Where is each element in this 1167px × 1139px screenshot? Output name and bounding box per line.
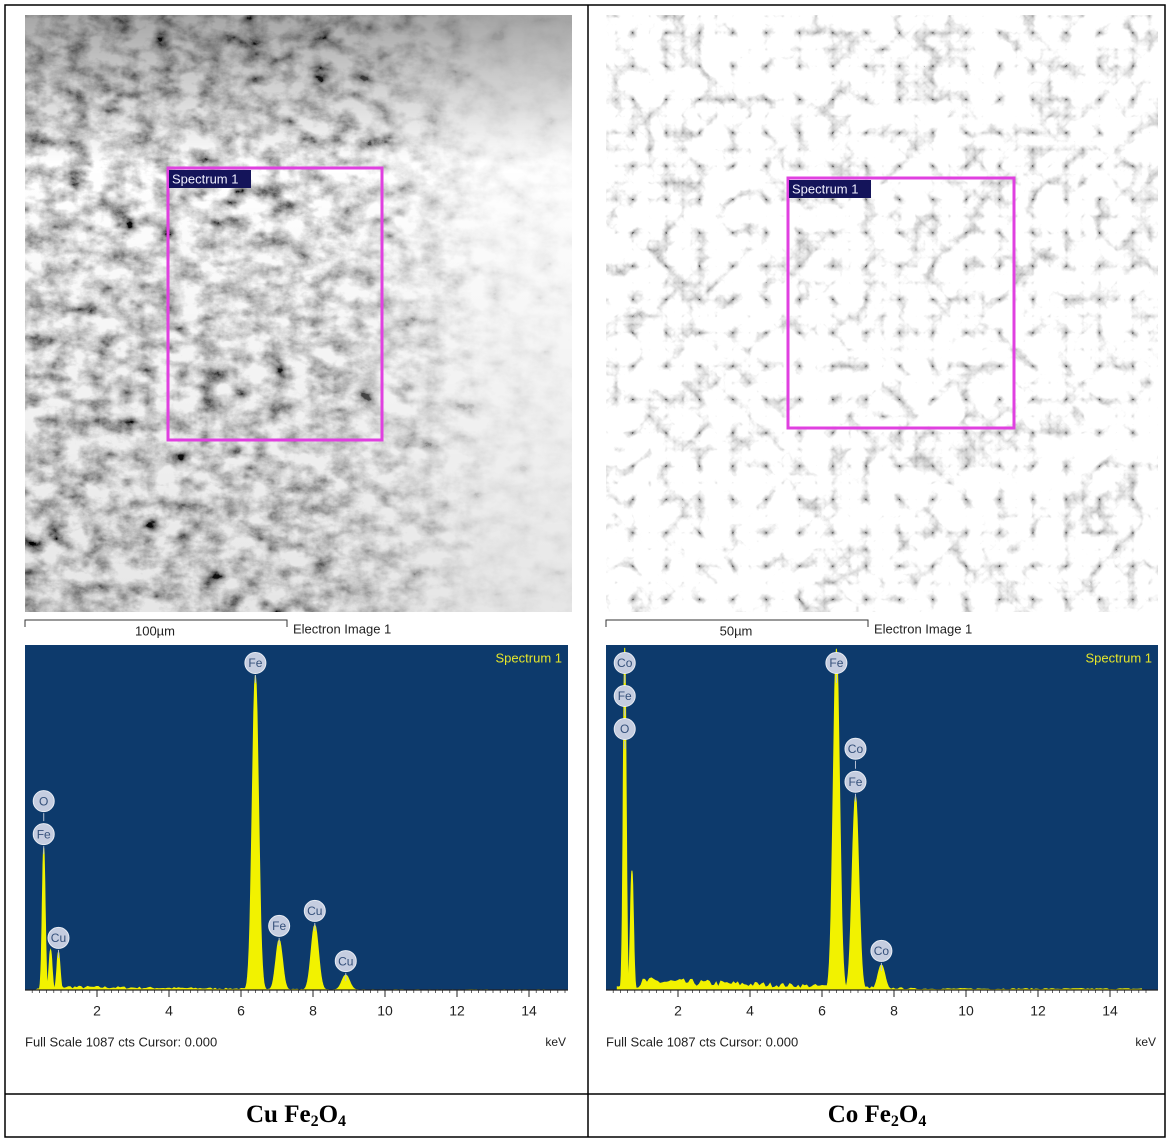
x-tick-label: 8 — [890, 1003, 898, 1019]
x-tick-label: 2 — [674, 1003, 682, 1019]
image-label: Electron Image 1 — [874, 621, 972, 636]
element-label: Cu — [51, 931, 66, 945]
element-label: Cu — [307, 904, 322, 918]
element-label: Fe — [618, 689, 632, 703]
element-label: Co — [617, 656, 633, 670]
element-label: Co — [848, 742, 864, 756]
caption-part: Cu Fe — [246, 1101, 311, 1128]
x-tick-label: 12 — [1030, 1003, 1046, 1019]
scale-bar-label: 100µm — [135, 623, 175, 638]
x-tick-label: 10 — [377, 1003, 393, 1019]
x-tick-label: 4 — [746, 1003, 754, 1019]
sem-image — [606, 15, 1158, 612]
caption-part: 2 — [311, 1113, 319, 1130]
x-tick-label: 4 — [165, 1003, 173, 1019]
element-label: Cu — [338, 954, 353, 968]
element-label: Co — [874, 944, 890, 958]
x-unit: keV — [545, 1035, 566, 1049]
x-unit: keV — [1135, 1035, 1156, 1049]
caption: Co Fe2O4 — [828, 1101, 927, 1130]
spectrum-background — [25, 645, 568, 990]
element-label: Fe — [37, 827, 51, 841]
image-label: Electron Image 1 — [293, 621, 391, 636]
caption-part: Co Fe — [828, 1101, 891, 1128]
x-tick-label: 8 — [309, 1003, 317, 1019]
caption: Cu Fe2O4 — [246, 1101, 346, 1130]
caption-part: 2 — [891, 1113, 899, 1130]
element-label: O — [620, 722, 629, 736]
x-tick-label: 10 — [958, 1003, 974, 1019]
x-tick-label: 2 — [93, 1003, 101, 1019]
sem-image — [25, 15, 572, 612]
spectrum-title: Spectrum 1 — [1086, 650, 1152, 665]
caption-part: O — [319, 1101, 338, 1128]
spectrum-title: Spectrum 1 — [496, 650, 562, 665]
element-label: Fe — [248, 656, 262, 670]
caption-part: 4 — [918, 1113, 926, 1130]
figure: Spectrum 1 100µm Electron Image 1 Spectrum … — [0, 0, 1167, 1139]
element-label: Fe — [272, 919, 286, 933]
element-label: O — [39, 794, 48, 808]
region-label: Spectrum 1 — [172, 171, 238, 186]
x-tick-label: 14 — [1102, 1003, 1118, 1019]
element-label: Fe — [848, 775, 862, 789]
spectrum-footer: Full Scale 1087 cts Cursor: 0.000 — [606, 1034, 798, 1049]
scale-bar-label: 50µm — [720, 623, 753, 638]
caption-part: O — [899, 1101, 918, 1128]
caption-part: 4 — [338, 1113, 346, 1130]
x-tick-label: 6 — [818, 1003, 826, 1019]
spectrum-footer: Full Scale 1087 cts Cursor: 0.000 — [25, 1034, 217, 1049]
x-tick-label: 14 — [521, 1003, 537, 1019]
spectrum-background — [606, 645, 1158, 990]
page: { "panels": [ { "sem": {"region_label": … — [0, 0, 1167, 1139]
x-tick-label: 12 — [449, 1003, 465, 1019]
region-label: Spectrum 1 — [792, 181, 858, 196]
x-tick-label: 6 — [237, 1003, 245, 1019]
element-label: Fe — [829, 656, 843, 670]
